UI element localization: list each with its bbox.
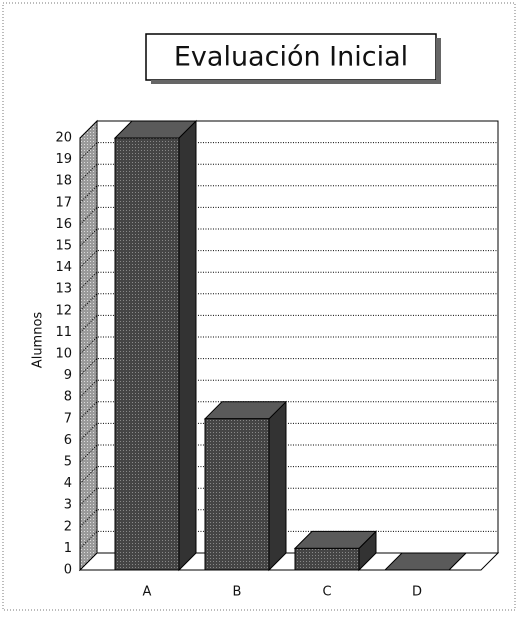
x-tick-label: A — [143, 585, 152, 600]
grid-line — [79, 466, 498, 484]
bar-face — [268, 400, 287, 572]
y-tick-label: 14 — [55, 260, 72, 275]
y-tick-label: 6 — [64, 433, 72, 448]
x-tick-label: C — [322, 585, 331, 600]
grid-line — [79, 206, 498, 225]
y-tick-label: 12 — [55, 303, 72, 318]
bar — [293, 530, 378, 572]
y-tick-label: 7 — [64, 411, 72, 426]
grid-line — [79, 509, 498, 528]
bar — [113, 119, 198, 572]
grid-line — [79, 422, 498, 441]
x-tick-label: B — [233, 585, 242, 600]
bar — [203, 400, 288, 572]
y-tick-label: 9 — [64, 368, 72, 383]
grid-line — [79, 314, 498, 333]
title-box — [145, 33, 437, 81]
y-tick-label: 3 — [64, 498, 72, 513]
bar-face — [294, 547, 360, 571]
y-tick-label: 18 — [55, 174, 72, 189]
bar-face — [204, 418, 270, 571]
y-tick-label: 2 — [64, 519, 72, 534]
bar-face — [178, 119, 197, 572]
grid-line — [79, 379, 498, 398]
grid-line — [79, 120, 498, 139]
y-tick-label: 8 — [64, 390, 72, 405]
grid-line — [79, 487, 498, 506]
y-tick-label: 17 — [55, 195, 72, 210]
y-tick-label: 20 — [55, 131, 72, 146]
grid-line — [79, 444, 498, 463]
y-tick-label: 11 — [55, 325, 72, 340]
grid-line — [79, 185, 498, 204]
grid-line — [79, 142, 498, 160]
y-tick-label: 1 — [64, 541, 72, 556]
grid-line — [79, 293, 498, 312]
y-tick-label: 15 — [55, 239, 72, 254]
grid-line — [79, 163, 498, 182]
y-tick-label: 5 — [64, 455, 72, 470]
grid-line — [79, 552, 498, 571]
y-tick-label: 19 — [55, 152, 72, 167]
grid-line — [79, 271, 498, 290]
x-tick-label: D — [412, 585, 422, 600]
y-tick-label: 16 — [55, 217, 72, 232]
frame — [2, 2, 516, 611]
y-tick-label: 13 — [55, 282, 72, 297]
y-tick-label: 10 — [55, 347, 72, 362]
chart-title: Evaluación Inicial — [174, 42, 408, 73]
grid-line — [79, 530, 498, 549]
bar-face — [114, 137, 180, 571]
y-tick-label: 4 — [64, 476, 72, 491]
grid-line — [79, 336, 498, 355]
grid-line — [79, 358, 498, 376]
y-tick-label: 0 — [64, 563, 72, 578]
grid-line — [79, 250, 498, 268]
y-axis-label: Alumnos — [31, 312, 46, 369]
grid-line — [79, 401, 498, 420]
bar — [383, 552, 468, 571]
bar-face — [383, 552, 468, 571]
grid-line — [79, 228, 498, 247]
